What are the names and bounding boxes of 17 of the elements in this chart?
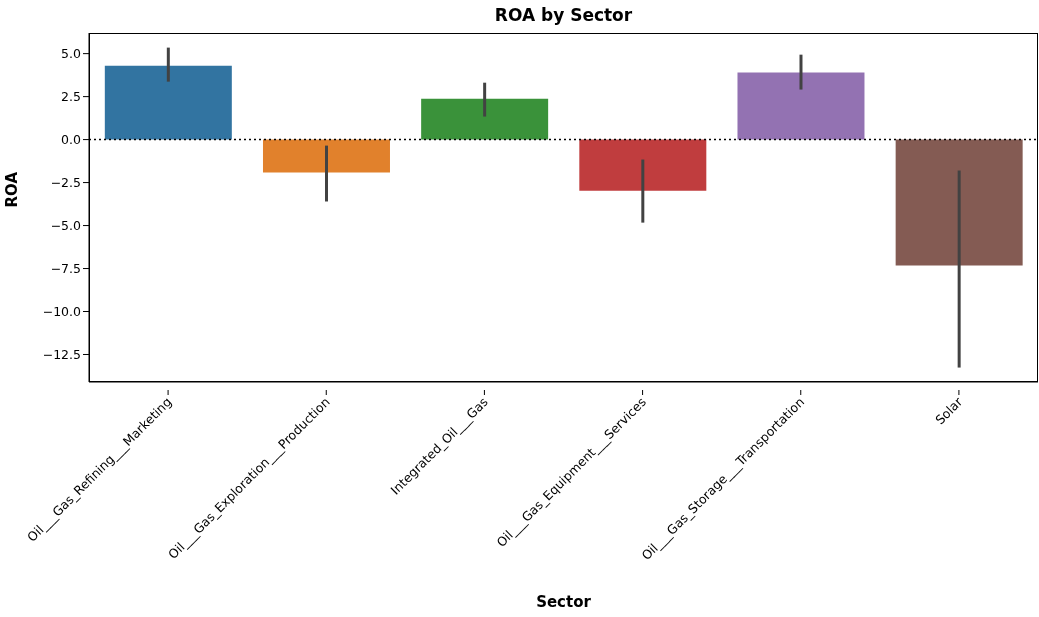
bar (104, 65, 232, 140)
bar (579, 139, 707, 191)
bar (421, 98, 549, 140)
chart-title: ROA by Sector (493, 5, 634, 25)
y-tick-label: −7.5 (50, 260, 81, 276)
bar (895, 139, 1023, 266)
x-axis-title: Sector (536, 593, 592, 611)
y-tick-label: 2.5 (61, 89, 81, 105)
y-tick-label: −5.0 (50, 217, 82, 233)
bar (262, 139, 390, 173)
y-tick-label: 5.0 (61, 46, 82, 62)
y-tick-label: −10.0 (42, 303, 82, 319)
y-tick-label: −12.5 (42, 346, 81, 362)
y-axis-title: ROA (3, 171, 22, 208)
y-tick-label: 0.0 (61, 132, 82, 148)
y-tick-label: −2.5 (50, 175, 81, 191)
bar (737, 72, 865, 140)
